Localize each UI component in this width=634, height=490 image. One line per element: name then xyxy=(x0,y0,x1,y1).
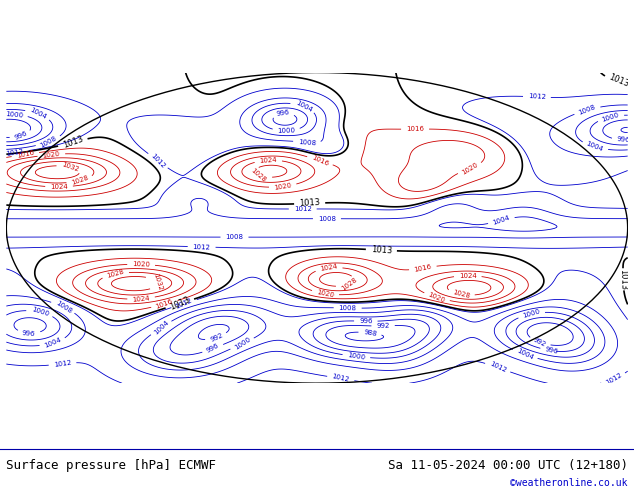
Text: 1020: 1020 xyxy=(461,161,479,176)
Text: Surface pressure [hPa] ECMWF: Surface pressure [hPa] ECMWF xyxy=(6,459,216,472)
Text: 1012: 1012 xyxy=(294,206,312,212)
Text: 1032: 1032 xyxy=(152,272,164,292)
Text: 1008: 1008 xyxy=(55,299,73,315)
Text: 1028: 1028 xyxy=(451,289,470,299)
Text: 1016: 1016 xyxy=(155,298,174,310)
Text: 1004: 1004 xyxy=(585,141,604,153)
Text: ©weatheronline.co.uk: ©weatheronline.co.uk xyxy=(510,478,628,488)
Text: 1028: 1028 xyxy=(70,175,89,186)
Text: 1008: 1008 xyxy=(339,305,357,311)
Text: 1013: 1013 xyxy=(61,135,84,150)
Text: 1012: 1012 xyxy=(174,297,193,310)
Text: 1012: 1012 xyxy=(528,94,546,100)
Text: 1000: 1000 xyxy=(347,352,366,361)
Text: 996: 996 xyxy=(22,330,36,337)
Text: 1000: 1000 xyxy=(522,309,541,319)
Text: 1013: 1013 xyxy=(169,295,191,312)
Text: 1008: 1008 xyxy=(578,104,597,116)
Text: 1016: 1016 xyxy=(311,154,330,167)
Text: 1008: 1008 xyxy=(226,234,243,240)
Text: 1000: 1000 xyxy=(5,111,23,118)
Text: 1008: 1008 xyxy=(318,216,336,222)
Text: 1020: 1020 xyxy=(274,182,292,191)
Text: 996: 996 xyxy=(359,318,373,324)
Text: 1012: 1012 xyxy=(6,148,24,157)
Text: 1016: 1016 xyxy=(16,150,35,159)
Text: 996: 996 xyxy=(276,110,290,118)
Text: 1024: 1024 xyxy=(459,273,477,279)
Text: 1004: 1004 xyxy=(294,99,313,113)
Text: 996: 996 xyxy=(14,130,29,141)
Text: 1028: 1028 xyxy=(106,269,125,279)
Text: 992: 992 xyxy=(377,323,390,329)
Text: 1004: 1004 xyxy=(44,337,62,349)
Text: 1024: 1024 xyxy=(50,184,68,190)
Text: 1024: 1024 xyxy=(132,295,150,303)
Text: 1013: 1013 xyxy=(370,245,392,255)
Text: Sa 11-05-2024 00:00 UTC (12+180): Sa 11-05-2024 00:00 UTC (12+180) xyxy=(387,459,628,472)
Text: 992: 992 xyxy=(209,332,224,343)
Text: 1020: 1020 xyxy=(427,291,446,303)
Text: 1012: 1012 xyxy=(150,152,166,169)
Text: 1024: 1024 xyxy=(259,157,277,164)
Text: 1000: 1000 xyxy=(233,336,252,351)
Text: 1000: 1000 xyxy=(601,111,620,122)
Text: 1028: 1028 xyxy=(250,167,268,183)
Text: 1016: 1016 xyxy=(413,264,432,273)
Text: 1016: 1016 xyxy=(406,126,424,132)
Text: 1028: 1028 xyxy=(340,276,358,292)
Text: 1004: 1004 xyxy=(29,107,48,121)
Text: 996: 996 xyxy=(545,346,559,355)
Text: 1013: 1013 xyxy=(299,198,320,208)
Text: 1032: 1032 xyxy=(61,161,80,172)
Text: 996: 996 xyxy=(616,136,630,144)
Text: 1000: 1000 xyxy=(30,307,49,318)
Text: 1004: 1004 xyxy=(515,348,534,361)
Text: 1020: 1020 xyxy=(132,261,150,268)
Text: 1012: 1012 xyxy=(193,244,210,250)
Text: 1013: 1013 xyxy=(607,73,630,89)
Text: 1012: 1012 xyxy=(488,361,507,374)
Text: 992: 992 xyxy=(532,337,547,348)
Text: 1000: 1000 xyxy=(277,127,295,134)
Text: 988: 988 xyxy=(363,329,377,337)
Text: 1012: 1012 xyxy=(605,372,623,386)
Text: 1020: 1020 xyxy=(42,150,60,159)
Text: 1004: 1004 xyxy=(492,215,511,226)
Text: 1012: 1012 xyxy=(53,360,72,368)
Text: 1020: 1020 xyxy=(316,289,335,298)
Text: 1008: 1008 xyxy=(39,135,58,148)
Text: 1024: 1024 xyxy=(320,264,338,272)
Text: 1004: 1004 xyxy=(152,319,169,336)
Text: 1012: 1012 xyxy=(332,373,350,383)
Text: 996: 996 xyxy=(205,343,220,354)
Text: 1013: 1013 xyxy=(618,269,628,290)
Text: 1008: 1008 xyxy=(298,139,316,146)
